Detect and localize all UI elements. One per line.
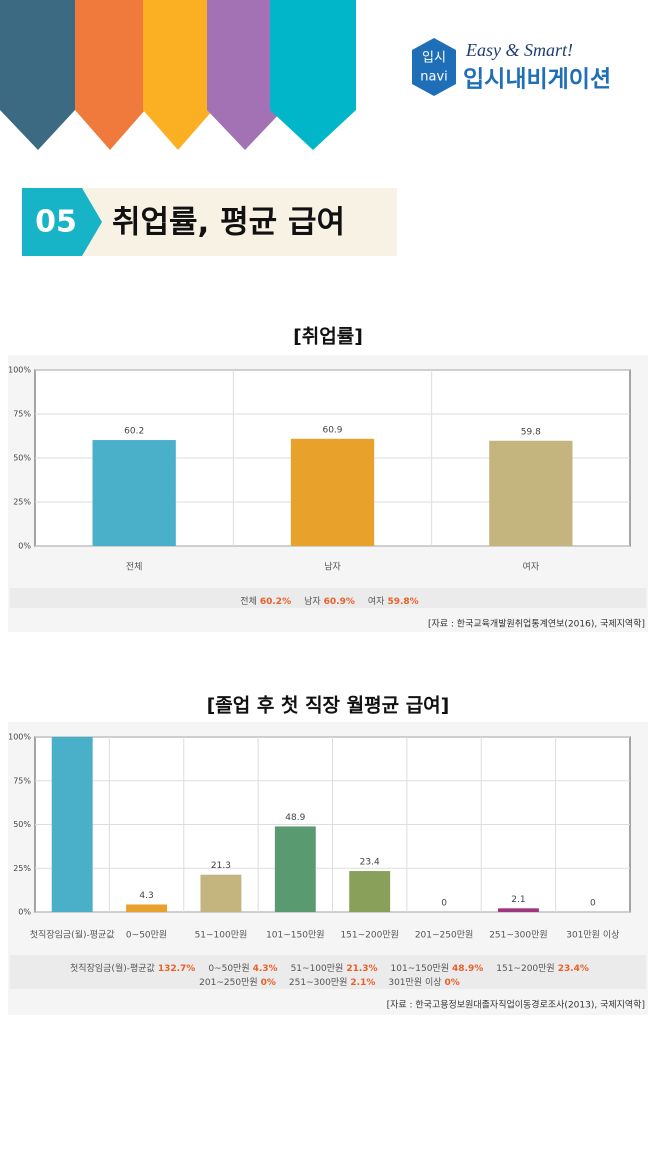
- y-tick-label: 100%: [8, 733, 31, 742]
- x-tick-label: 101~150만원: [266, 930, 324, 941]
- arrow: [207, 0, 283, 150]
- summary-item: 남자 60.9%: [304, 596, 355, 607]
- summary-item: 201~250만원 0%: [199, 977, 276, 988]
- summary-value: 60.9%: [324, 597, 355, 607]
- summary-category: 0~50만원: [208, 963, 249, 974]
- y-tick-label: 25%: [13, 498, 31, 507]
- summary-value: 0%: [261, 978, 276, 988]
- x-tick-label: 전체: [126, 562, 143, 573]
- y-tick-label: 75%: [13, 776, 31, 785]
- x-tick-label: 0~50만원: [126, 930, 167, 941]
- summary-value: 21.3%: [346, 964, 377, 974]
- y-tick-label: 50%: [13, 454, 31, 463]
- x-tick-label: 151~200만원: [340, 930, 398, 941]
- summary-item: 101~150만원 48.9%: [391, 963, 484, 974]
- summary-category: 151~200만원: [496, 963, 554, 974]
- summary-item: 0~50만원 4.3%: [208, 963, 277, 974]
- summary-item: 전체 60.2%: [240, 596, 291, 607]
- data-label: 132.7: [59, 666, 85, 676]
- bar: [200, 874, 242, 912]
- summary-value: 59.8%: [387, 597, 418, 607]
- y-tick-label: 100%: [8, 366, 31, 375]
- y-tick-label: 50%: [13, 820, 31, 829]
- x-tick-label: 251~300만원: [489, 930, 547, 941]
- source-note: [자료 : 한국고용정보원대졸자직업이동경로조사(2013), 국제지역학]: [387, 999, 645, 1011]
- arrow: [0, 0, 75, 150]
- bars: 60.2 60.9 59.8: [92, 425, 573, 546]
- data-label: 23.4: [360, 858, 380, 868]
- x-tick-label: 51~100만원: [195, 930, 248, 941]
- chart-title: [취업률]: [293, 326, 363, 348]
- summary-band: [10, 588, 646, 608]
- data-label: 0: [590, 899, 596, 909]
- logo-icon: [412, 38, 456, 96]
- summary-item: 151~200만원 23.4%: [496, 963, 589, 974]
- summary-value: 4.3%: [253, 964, 278, 974]
- x-tick-label: 201~250만원: [415, 930, 473, 941]
- summary-value: 0%: [445, 978, 460, 988]
- summary-value: 48.9%: [452, 964, 483, 974]
- data-label: 48.9: [285, 813, 305, 823]
- x-tick-label: 여자: [523, 561, 540, 573]
- summary-item: 301만원 이상 0%: [388, 977, 459, 988]
- bar: [92, 440, 176, 546]
- summary-category: 201~250만원: [199, 977, 257, 988]
- banner-arrows: [0, 0, 356, 150]
- summary-category: 251~300만원: [289, 977, 347, 988]
- summary-item: 여자 59.8%: [368, 595, 419, 607]
- summary-band: [10, 955, 646, 989]
- summary-value: 132.7%: [158, 964, 196, 974]
- summary-value: 23.4%: [558, 964, 589, 974]
- bar: [489, 440, 573, 546]
- summary-category: 첫직장임금(월)-평균값: [70, 962, 155, 974]
- bar: [290, 438, 375, 546]
- arrow: [143, 0, 213, 150]
- x-tick-label: 301만원 이상: [566, 930, 619, 941]
- summary-category: 여자: [368, 595, 385, 607]
- y-tick-label: 25%: [13, 864, 31, 873]
- bar: [497, 908, 539, 912]
- x-tick-label: 남자: [324, 562, 341, 573]
- summary-item: 251~300만원 2.1%: [289, 977, 375, 988]
- summary-category: 남자: [304, 596, 321, 607]
- summary-value: 2.1%: [350, 978, 375, 988]
- bar: [51, 737, 93, 912]
- summary-category: 301만원 이상: [388, 977, 441, 988]
- data-label: 4.3: [139, 891, 153, 901]
- y-tick-label: 75%: [13, 410, 31, 419]
- data-label: 0: [441, 899, 447, 909]
- data-label: 21.3: [211, 861, 231, 871]
- arrow: [270, 0, 356, 150]
- data-label: 60.2: [124, 427, 144, 437]
- arrow: [75, 0, 145, 150]
- y-tick-label: 0%: [18, 542, 31, 551]
- bars: 132.7 4.3 21.3 48.9 23.4 0 2.1 0: [51, 666, 596, 912]
- data-label: 59.8: [521, 427, 541, 437]
- section-arrow: [22, 188, 102, 256]
- slogan: Easy & Smart!: [465, 40, 573, 60]
- summary-category: 51~100만원: [291, 963, 344, 974]
- bar: [349, 871, 391, 912]
- summary-category: 101~150만원: [391, 963, 449, 974]
- logo-text: navi: [420, 70, 448, 85]
- summary-item: 51~100만원 21.3%: [291, 963, 378, 974]
- source-note: [자료 : 한국교육개발원취업통계연보(2016), 국제지역학]: [428, 618, 645, 630]
- section-title: 취업률, 평균 급여: [112, 205, 345, 241]
- section-number: 05: [35, 205, 77, 240]
- logo-text: 입시: [422, 51, 446, 66]
- x-tick-label: 첫직장임금(월)-평균값: [30, 929, 115, 941]
- summary-value: 60.2%: [260, 597, 291, 607]
- y-tick-label: 0%: [18, 908, 31, 917]
- chart-title: [졸업 후 첫 직장 월평균 급여]: [207, 695, 450, 717]
- data-label: 60.9: [322, 425, 342, 435]
- summary-item: 첫직장임금(월)-평균값 132.7%: [70, 962, 195, 974]
- brand: 입시내비게이션: [463, 67, 611, 93]
- bar: [274, 826, 316, 912]
- bar: [126, 904, 168, 912]
- summary-category: 전체: [240, 596, 257, 607]
- data-label: 2.1: [511, 895, 525, 905]
